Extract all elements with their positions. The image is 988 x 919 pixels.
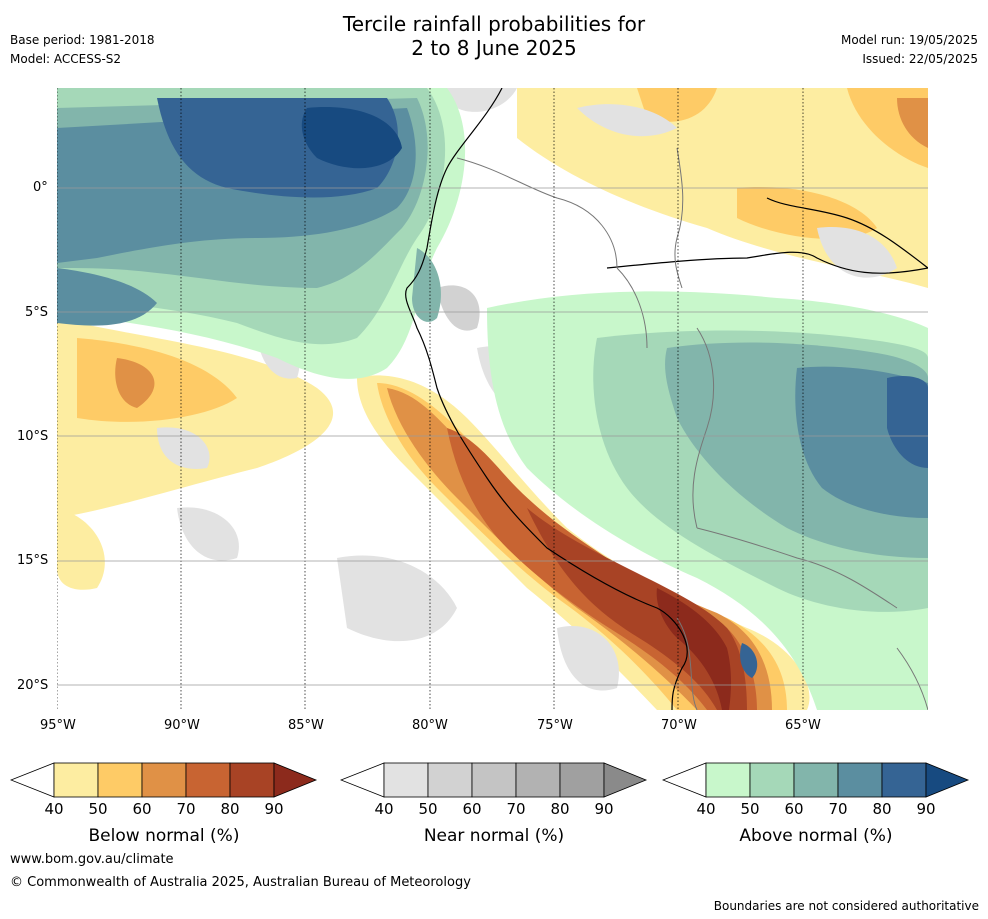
colorbar-tick-label: 80 — [872, 800, 892, 818]
lon-label-90w: 90°W — [164, 718, 200, 733]
colorbar-tick-label: 90 — [264, 800, 284, 818]
lat-label-5s: 5°S — [25, 305, 49, 320]
legend-below-normal: 40 50 60 70 80 90 Below normal (%) — [9, 762, 318, 852]
colorbar-tick-label: 50 — [740, 800, 760, 818]
colorbar-tick-label: 50 — [418, 800, 438, 818]
colorbar-tick-label: 60 — [462, 800, 482, 818]
colorbar-extension-low — [9, 762, 55, 798]
colorbar-near-normal — [339, 762, 648, 798]
lon-label-75w: 75°W — [537, 718, 573, 733]
colorbar-segment — [185, 762, 231, 798]
colorbar-tick-label: 50 — [88, 800, 108, 818]
colorbar-extension-high — [603, 762, 648, 798]
coastline-path — [405, 88, 928, 710]
colorbar-extension-low — [339, 762, 385, 798]
colorbar-tick-label: 60 — [784, 800, 804, 818]
colorbar-extension-low — [661, 762, 707, 798]
colorbar-segment — [471, 762, 517, 798]
lat-label-0: 0° — [33, 180, 48, 195]
colorbar-tick-label: 80 — [550, 800, 570, 818]
colorbar-tick-label: 70 — [828, 800, 848, 818]
colorbar-tick-label: 40 — [374, 800, 394, 818]
lat-label-15s: 15°S — [17, 553, 49, 568]
colorbar-segment — [229, 762, 275, 798]
colorbar-segment — [793, 762, 839, 798]
colorbar-segment — [383, 762, 429, 798]
colorbar-above-normal — [661, 762, 970, 798]
colorbar-tick-label: 40 — [44, 800, 64, 818]
title-line-1: Tercile rainfall probabilities for — [342, 12, 646, 36]
copyright-text: © Commonwealth of Australia 2025, Austra… — [10, 875, 471, 890]
lon-label-70w: 70°W — [661, 718, 697, 733]
lat-label-10s: 10°S — [17, 429, 49, 444]
title-line-2: 2 to 8 June 2025 — [411, 36, 577, 60]
model-text: Model: ACCESS-S2 — [10, 52, 122, 66]
probability-map — [57, 88, 928, 710]
graticule — [57, 88, 804, 710]
colorbar-ticks-below: 40 50 60 70 80 90 — [10, 800, 318, 820]
colorbar-segment — [427, 762, 473, 798]
colorbar-segment — [97, 762, 143, 798]
colorbar-segment — [141, 762, 187, 798]
lon-label-80w: 80°W — [412, 718, 448, 733]
legend-label-below-normal: Below normal (%) — [88, 826, 240, 846]
colorbar-extension-high — [925, 762, 970, 798]
colorbar-segment — [515, 762, 561, 798]
lon-label-85w: 85°W — [288, 718, 324, 733]
colorbar-segment — [749, 762, 795, 798]
lon-label-95w: 95°W — [40, 718, 76, 733]
colorbar-tick-label: 40 — [696, 800, 716, 818]
model-run-text: Model run: 19/05/2025 — [840, 33, 978, 47]
legend-label-above-normal: Above normal (%) — [739, 826, 893, 846]
website-link[interactable]: www.bom.gov.au/climate — [10, 852, 174, 867]
colorbar-ticks-near: 40 50 60 70 80 90 — [340, 800, 648, 820]
colorbar-segment — [705, 762, 751, 798]
colorbar-tick-label: 70 — [506, 800, 526, 818]
latitude-lines — [57, 187, 928, 686]
colorbar-segment — [559, 762, 605, 798]
colorbar-tick-label: 90 — [594, 800, 614, 818]
lat-label-20s: 20°S — [17, 678, 49, 693]
colorbar-ticks-above: 40 50 60 70 80 90 — [662, 800, 970, 820]
colorbar-segment — [837, 762, 883, 798]
map-title: Tercile rainfall probabilities for 2 to … — [0, 12, 988, 60]
colorbar-tick-label: 90 — [916, 800, 936, 818]
country-borders — [456, 147, 928, 710]
colorbar-extension-high — [273, 762, 318, 798]
colorbar-tick-label: 60 — [132, 800, 152, 818]
legend-label-near-normal: Near normal (%) — [423, 826, 565, 846]
colorbar-below-normal — [9, 762, 318, 798]
legend-above-normal: 40 50 60 70 80 90 Above normal (%) — [661, 762, 970, 852]
base-period-text: Base period: 1981-2018 — [10, 33, 155, 47]
colorbar-segment — [881, 762, 927, 798]
colorbar-tick-label: 70 — [176, 800, 196, 818]
colorbar-tick-label: 80 — [220, 800, 240, 818]
lon-label-65w: 65°W — [785, 718, 821, 733]
disclaimer-text: Boundaries are not considered authoritat… — [713, 899, 979, 913]
legend-near-normal: 40 50 60 70 80 90 Near normal (%) — [339, 762, 648, 852]
issued-text: Issued: 22/05/2025 — [862, 52, 978, 66]
colorbar-segment — [53, 762, 99, 798]
